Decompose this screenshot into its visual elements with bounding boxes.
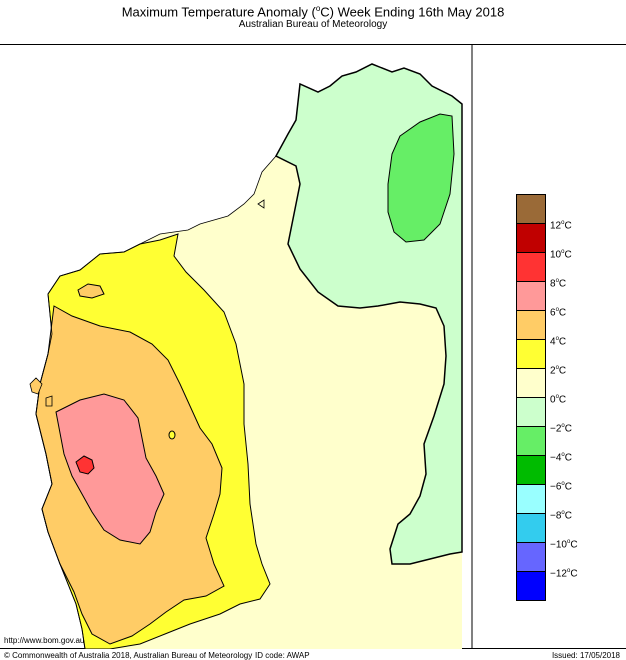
legend-swatch [516,426,546,455]
legend-tick-label: 6oC [550,305,566,318]
island-north [257,199,265,209]
legend-tick-label: −4oC [550,450,572,463]
legend-tick-degree: o [561,249,565,255]
legend-swatch [516,252,546,281]
legend-tick-value: −2 [550,423,562,435]
legend-tick-degree: o [566,539,571,545]
legend-tick-label: 2oC [550,363,566,376]
legend-swatch [516,513,546,542]
legend-tick-label: 12oC [550,218,572,231]
legend-tick-unit: C [570,568,578,580]
legend-tick-unit: C [564,249,572,261]
legend-tick-degree: o [555,394,559,400]
legend-tick-degree: o [561,220,565,226]
legend-tick-unit: C [570,539,578,551]
legend-tick-label: 10oC [550,247,572,260]
island-small [45,395,53,407]
title-suffix: C) Week Ending 16th May 2018 [320,4,505,20]
footer-url[interactable]: http://www.bom.gov.au [4,636,85,645]
coastline [35,63,463,649]
region-anomaly-6-8 [55,393,165,545]
degree-symbol: o [315,4,321,13]
legend-tick-unit: C [564,510,572,522]
legend-tick-value: 4 [550,336,556,348]
legend-tick-label: −10oC [550,537,578,550]
legend-tick-value: −10 [550,539,567,551]
legend-tick-unit: C [564,452,572,464]
legend-tick-unit: C [558,394,567,406]
map-title: Maximum Temperature Anomaly (oC) Week En… [0,0,626,21]
legend-swatch [516,455,546,484]
legend-tick-value: 0 [550,394,556,406]
legend-tick-value: 2 [550,365,556,377]
legend-swatch [516,484,546,513]
legend-tick-value: 8 [550,278,556,290]
region-anomaly-2-4-spot [168,430,176,440]
legend-tick-unit: C [558,365,567,377]
legend-swatch [516,310,546,339]
legend-tick-unit: C [558,336,567,348]
legend-swatch [516,397,546,426]
legend-tick-degree: o [555,307,559,313]
legend-tick-value: −8 [550,510,562,522]
legend-tick-label: −8oC [550,508,572,521]
legend-tick-unit: C [558,307,567,319]
legend-tick-value: 6 [550,307,556,319]
legend-tick-unit: C [564,481,572,493]
legend-tick-value: −4 [550,452,562,464]
legend-tick-degree: o [561,481,565,487]
footer-issued: Issued: 17/05/2018 [551,651,620,660]
legend-tick-degree: o [566,568,571,574]
island-shark-bay [29,377,43,395]
legend-tick-degree: o [561,423,565,429]
legend-tick-degree: o [555,365,559,371]
region-anomaly-4-6-small [77,283,105,299]
legend-tick-degree: o [555,336,559,342]
footer-id-code: ID code: AWAP [255,651,310,660]
map-panel [29,44,473,649]
legend-swatch [516,281,546,310]
legend-tick-degree: o [561,510,565,516]
legend-tick-degree: o [561,452,565,458]
legend-tick-label: 4oC [550,334,566,347]
region-anomaly-neg4-neg2 [387,113,455,243]
legend-tick-label: 0oC [550,392,566,405]
legend-tick-degree: o [555,278,559,284]
legend-tick-value: −12 [550,568,567,580]
legend-tick-label: −6oC [550,479,572,492]
legend-swatch [516,571,546,601]
legend: 12oC 10oC 8oC 6oC 4oC 2oC 0oC −2oC −4oC −6oC −8oC −… [516,194,578,601]
legend-tick-unit: C [564,423,572,435]
legend-swatches [516,194,546,601]
legend-swatch [516,339,546,368]
legend-swatch [516,223,546,252]
footer-copyright: © Commonwealth of Australia 2018, Austra… [4,651,253,660]
map-subtitle: Australian Bureau of Meteorology [238,19,388,30]
legend-swatch [516,542,546,571]
legend-tick-unit: C [558,278,567,290]
legend-tick-unit: C [564,220,572,232]
legend-tick-value: 12 [550,220,562,232]
region-anomaly-8-10 [75,455,95,475]
legend-tick-label: 8oC [550,276,566,289]
legend-tick-label: −2oC [550,421,572,434]
legend-tick-value: 10 [550,249,562,261]
legend-swatch [516,368,546,397]
legend-tick-label: −12oC [550,566,578,579]
legend-tick-value: −6 [550,481,562,493]
legend-swatch [516,194,546,223]
title-prefix: Maximum Temperature Anomaly ( [121,4,316,20]
